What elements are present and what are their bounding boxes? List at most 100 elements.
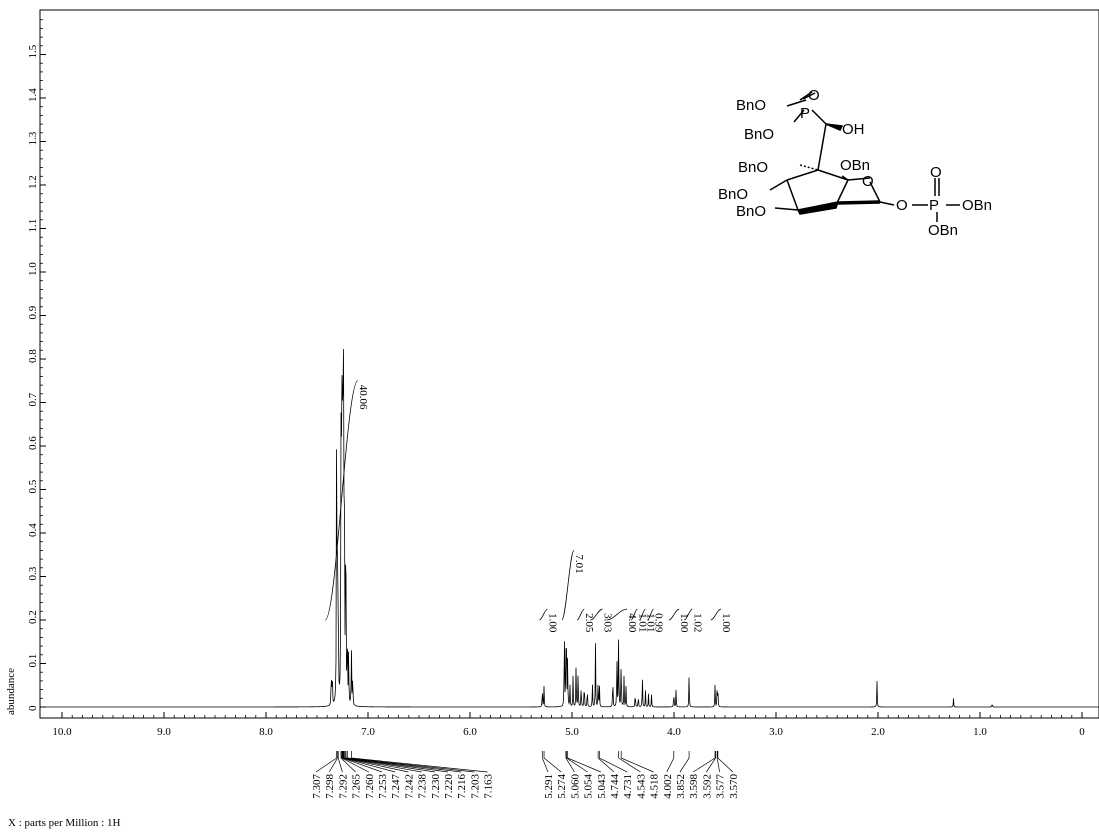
peak-label: 3.592 [701, 774, 713, 799]
integral-curve [539, 608, 548, 621]
y-tick-label: 0.1 [27, 654, 39, 668]
integral-curve [561, 550, 575, 621]
peak-label: 7.163 [483, 774, 495, 799]
y-tick-label: 0.6 [27, 436, 39, 450]
x-axis: 10.0 9.0 8.0 7.0 6.0 5.0 4.0 3.0 2.0 1.0 0 [52, 712, 1085, 738]
peak-leader [344, 757, 435, 773]
integral-curve [606, 608, 628, 621]
peak-leader [618, 757, 641, 773]
peak-label: 3.852 [675, 774, 687, 799]
y-tick-label: 0.4 [27, 523, 39, 537]
peak-label: 5.060 [569, 774, 581, 799]
peak-leader [567, 757, 601, 773]
chemical-structure [769, 91, 960, 222]
peak-leader [347, 757, 475, 773]
peak-label: 7.220 [443, 774, 455, 799]
structure-label: OBn [962, 197, 992, 214]
peak-leader [351, 757, 488, 773]
peak-leader [315, 757, 337, 773]
peak-label: 7.298 [324, 774, 336, 799]
peak-leader [679, 757, 690, 773]
peak-leader [341, 757, 369, 773]
peak-leader [337, 757, 343, 773]
spectrum-trace [41, 349, 1099, 708]
peak-label: 7.292 [337, 774, 349, 799]
peak-leader [343, 757, 422, 773]
peak-leader [343, 757, 409, 773]
peak-leader [543, 757, 562, 773]
y-tick-label: 1.3 [27, 131, 39, 145]
peak-leader [541, 757, 549, 773]
structure-labels: BnO O P BnO OH BnO OBn O BnO BnO O O P O… [718, 87, 992, 239]
integral-curve [324, 380, 359, 621]
structure-label: O [930, 164, 942, 181]
peak-label: 7.260 [364, 774, 376, 799]
structure-label: OBn [840, 157, 870, 174]
integral-value: 40.06 [357, 385, 369, 410]
structure-label: BnO [736, 203, 766, 220]
structure-label: P [800, 105, 810, 122]
peak-label: 7.242 [403, 774, 415, 799]
y-tick-label: 0.3 [27, 566, 39, 580]
structure-label: O [862, 173, 874, 190]
integral-curve [710, 608, 722, 621]
integral-value: 1.00 [720, 613, 732, 633]
integral-curve [668, 608, 680, 621]
x-tick-label: 2.0 [871, 726, 885, 738]
integral-value: 1.00 [678, 613, 690, 633]
y-tick-label: 1.0 [27, 262, 39, 276]
y-axis: 0 0.1 0.2 0.3 0.4 0.5 0.6 0.7 0.8 0.9 1.0 1.1 1.2 1.3… [27, 19, 46, 711]
peak-leader [599, 757, 628, 773]
y-tick-label: 1.4 [27, 88, 39, 102]
structure-label: OH [842, 121, 865, 138]
peak-leader [345, 757, 462, 773]
peak-label: 7.238 [417, 774, 429, 799]
peak-leader [342, 757, 383, 773]
peak-label: 4.518 [649, 774, 661, 799]
peak-label: 7.247 [390, 774, 402, 799]
y-tick-label: 0.9 [27, 305, 39, 319]
peak-label: 7.203 [469, 774, 481, 799]
integral-curve [639, 608, 646, 621]
x-axis-label: X : parts per Million : 1H [8, 817, 120, 829]
peak-leader [340, 757, 356, 773]
integral-value: 1.00 [547, 613, 559, 633]
integral-value: 1.01 [636, 613, 648, 632]
y-tick-label: 0 [27, 705, 39, 711]
peak-label: 3.570 [728, 774, 740, 799]
peak-leader [706, 757, 716, 773]
integral-curve [576, 608, 585, 621]
y-axis-label: abundance [5, 668, 17, 715]
x-tick-label: 5.0 [565, 726, 579, 738]
structure-label: BnO [718, 186, 748, 203]
integral-curve [590, 608, 603, 621]
integral-value: 3.03 [602, 613, 614, 633]
structure-label: OBn [928, 222, 958, 239]
y-tick-label: 0.8 [27, 349, 39, 363]
peak-label: 7.253 [377, 774, 389, 799]
peak-leader [666, 757, 675, 773]
peak-label: 7.216 [456, 774, 468, 799]
peak-label: 7.307 [311, 774, 323, 799]
peak-label: 5.291 [543, 774, 555, 799]
y-tick-label: 0.7 [27, 392, 39, 406]
x-tick-label: 8.0 [259, 726, 273, 738]
x-tick-label: 9.0 [157, 726, 171, 738]
peak-label: 4.731 [622, 774, 634, 799]
peak-label: 3.598 [688, 774, 700, 799]
integral-value: 0.99 [653, 613, 665, 633]
peak-label: 4.543 [635, 774, 647, 799]
structure-label: BnO [738, 159, 768, 176]
peak-label: 5.043 [596, 774, 608, 799]
x-tick-label: 10.0 [52, 726, 72, 738]
structure-label: BnO [736, 97, 766, 114]
integral-value: 2.05 [583, 613, 595, 633]
structure-label: P [929, 197, 939, 214]
y-tick-label: 0.5 [27, 479, 39, 493]
integral-curve [630, 608, 638, 621]
peak-label: 7.230 [430, 774, 442, 799]
integral-curve [684, 608, 693, 621]
peak-leader [597, 757, 615, 773]
x-tick-label: 0 [1079, 726, 1085, 738]
